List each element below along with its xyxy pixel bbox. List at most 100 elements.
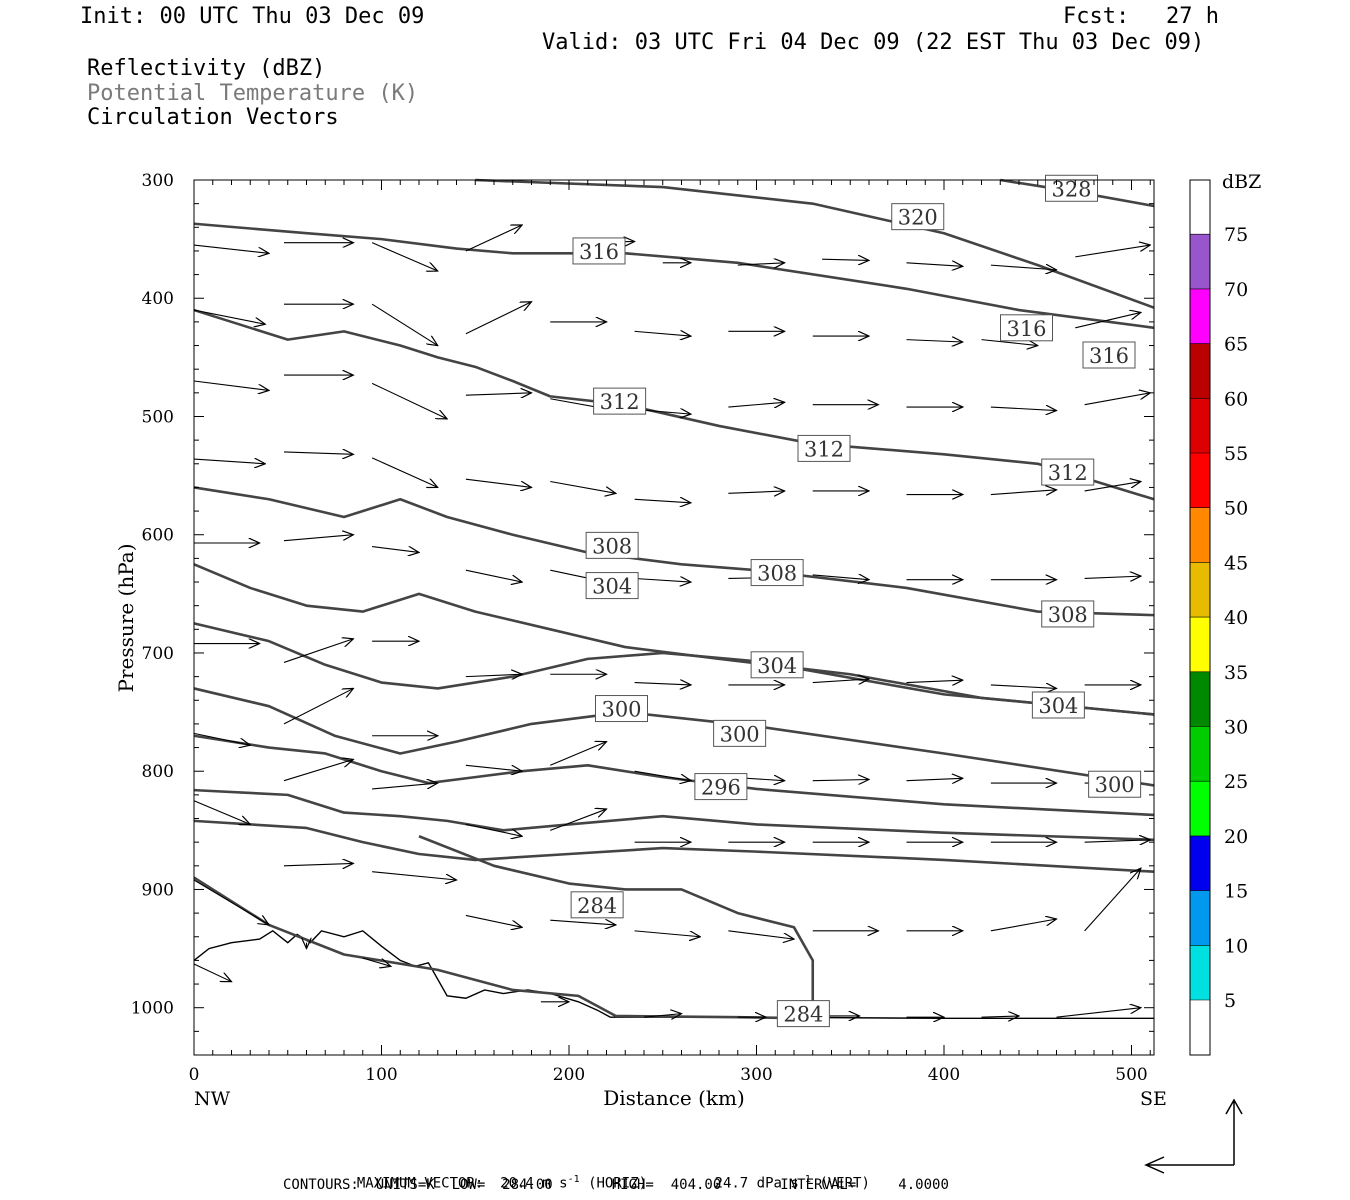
contour-label-box [1031,691,1085,719]
circulation-vector [906,778,963,780]
colorbar-label: 50 [1224,498,1248,520]
theta-contour-284 [418,835,815,1002]
circulation-vector [737,263,785,265]
circulation-vector [728,491,784,493]
circulation-vector [550,809,606,831]
contour-label-box [585,572,639,600]
colorbar-swatch [1190,343,1210,399]
contour-label-304: 304 [1038,694,1078,718]
valid-time: Valid: 03 UTC Fri 04 Dec 09 (22 EST Thu … [542,30,1205,55]
circulation-vector [465,914,522,927]
colorbar-swatch [1190,835,1210,891]
circulation-vector [465,674,522,676]
theta-contour-284 [193,876,813,1020]
circulation-vector [906,263,963,267]
circulation-vector [550,480,616,494]
colorbar-label: 5 [1224,990,1236,1012]
circulation-vector [362,957,391,966]
circulation-vector [1084,576,1141,578]
max-vector-info: MAXIMUM VECTOR: 20.4 m s-1 (HORIZ) 24.7 … [340,1158,870,1192]
contour-label-316: 316 [579,240,619,264]
colorbar-swatch [1190,562,1210,618]
field-circulation-vectors: Circulation Vectors [87,105,339,130]
circulation-vector [812,575,869,580]
circulation-vector [193,380,269,390]
contour-label-300: 300 [1095,773,1135,797]
contour-label-box [776,1000,830,1028]
circulation-vector [634,683,691,685]
contour-label-300: 300 [720,722,760,746]
colorbar-swatch [1190,617,1210,672]
field-potential-temperature: Potential Temperature (K) [87,81,419,106]
circulation-vector [728,930,794,939]
y-tick-label: 400 [142,289,174,309]
colorbar-swatch [1190,398,1210,453]
colorbar-label: 45 [1224,552,1248,574]
circulation-vector [465,764,522,771]
circulation-vector [906,340,963,342]
contour-label-284: 284 [783,1003,823,1027]
circulation-vector [193,879,269,925]
unit-exponent: -1 [798,1174,811,1185]
circulation-vector [981,339,1038,346]
contour-label-328: 328 [1051,177,1091,201]
circulation-vector [906,680,963,682]
circulation-vector [283,639,353,663]
circulation-vector [371,303,438,345]
contour-label-box [1041,600,1095,628]
circulation-vector [1075,312,1141,329]
x-axis-label: Distance (km) [603,1086,745,1110]
circulation-vector [812,779,869,780]
colorbar-swatch [1190,234,1210,289]
circulation-vector [990,919,1057,932]
colorbar-swatch [1190,288,1210,344]
colorbar-swatch [1190,179,1210,235]
x-tick-label: 200 [553,1065,585,1085]
circulation-vector [371,242,438,271]
contour-label-312: 312 [1048,461,1088,485]
field-reflectivity: Reflectivity (dBZ) [87,56,326,81]
colorbar-label: 35 [1224,662,1248,684]
x-tick-label: 400 [928,1065,960,1085]
circulation-vector [990,407,1057,411]
x-tick-label: 0 [189,1065,200,1085]
circulation-vector [550,920,616,925]
circulation-vector [1084,840,1151,842]
circulation-vector [193,309,265,324]
circulation-vector [283,452,353,454]
circulation-vector [634,499,691,503]
circulation-vector [465,569,522,582]
circulation-vector [193,244,269,253]
colorbar-swatch [1190,671,1210,727]
unit-exponent: -1 [567,1174,580,1185]
contour-label-box [750,651,804,679]
y-axis-label: Pressure (hPa) [114,544,138,693]
contour-label-box [891,203,945,231]
contour-label-box [1082,341,1136,369]
circulation-vector [193,800,250,825]
circulation-vector [371,457,438,488]
circulation-vector [283,688,353,725]
circulation-vector [643,1014,682,1018]
circulation-vector [465,823,522,836]
contour-info: CONTOURS: UNITS=K LOW= 284.00 HIGH= 404.… [283,1177,949,1193]
colorbar-label: 60 [1224,388,1248,410]
circulation-vector [812,679,869,683]
circulation-vector [1084,393,1151,406]
forecast-hour-value: 27 h [1166,4,1219,29]
colorbar-swatch [1190,453,1210,508]
colorbar-label: 25 [1224,771,1248,793]
circulation-vector [465,393,532,395]
circulation-vector [981,1016,1020,1017]
horiz-tag: (HORIZ) [588,1175,648,1192]
contour-label-316: 316 [1006,317,1046,341]
theta-contour-296 [193,734,1155,817]
max-vector-horizontal: MAXIMUM VECTOR: 20.4 m s [356,1175,568,1192]
colorbar-label: 55 [1224,443,1248,465]
circulation-vector [1056,1008,1141,1018]
contour-label-296: 296 [701,776,741,800]
y-tick-label: 600 [142,526,174,546]
se-endpoint-label: SE [1140,1088,1167,1110]
circulation-vector [990,685,1057,689]
